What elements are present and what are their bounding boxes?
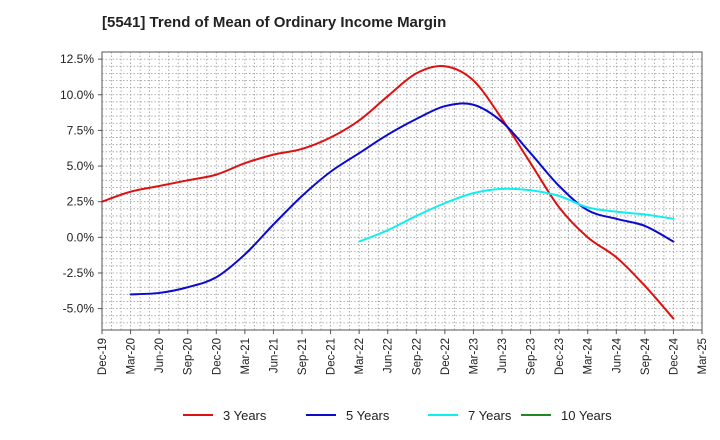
x-tick-label: Jun-24 (611, 337, 623, 373)
series-line-3-years (101, 65, 675, 320)
x-tick-label: Mar-24 (583, 337, 595, 374)
x-tick-label: Jun-20 (154, 338, 166, 373)
y-tick-label: 7.5% (67, 123, 95, 137)
x-tick-label: Dec-24 (668, 337, 680, 375)
x-tick-label: Dec-22 (440, 338, 452, 375)
x-axis: Dec-19 Mar-20 Jun-20 Sep-20 Dec-20 Mar-21 Jun-… (97, 330, 709, 375)
series-lines (101, 65, 675, 320)
x-tick-label: Sep-24 (640, 337, 652, 375)
chart-title: [5541] Trend of Mean of Ordinary Income … (102, 14, 447, 31)
legend: 3 Years 5 Years 7 Years 10 Years (183, 408, 612, 423)
plot-frame (101, 51, 703, 331)
y-tick-label: -5.0% (63, 302, 95, 316)
grid (102, 52, 702, 330)
x-tick-label: Jun-23 (497, 338, 509, 373)
x-tick-label: Dec-20 (211, 338, 223, 375)
y-tick-label: 2.5% (67, 195, 95, 209)
y-tick-label: 10.0% (60, 88, 94, 102)
x-tick-label: Jun-21 (268, 338, 280, 373)
x-tick-label: Dec-23 (554, 338, 566, 375)
legend-label-10-years: 10 Years (561, 408, 612, 423)
x-tick-label: Jun-22 (383, 338, 395, 373)
x-tick-label: Mar-20 (126, 338, 138, 374)
x-tick-label: Mar-21 (240, 338, 252, 374)
x-tick-label: Sep-23 (526, 338, 538, 375)
legend-label-5-years: 5 Years (346, 408, 390, 423)
y-axis: 12.5% 10.0% 7.5% 5.0% 2.5% 0.0% -2.5% -5.0% (60, 52, 102, 316)
series-line-7-years (358, 187, 675, 243)
y-tick-label: -2.5% (63, 266, 95, 280)
x-tick-label: Sep-22 (411, 338, 423, 375)
y-tick-label: 0.0% (67, 230, 95, 244)
x-tick-label: Dec-21 (326, 338, 338, 375)
x-tick-label: Dec-19 (97, 338, 109, 375)
series-line-5-years (129, 102, 675, 296)
y-tick-label: 5.0% (67, 159, 95, 173)
x-tick-label: Mar-22 (354, 338, 366, 374)
x-tick-label: Sep-21 (297, 338, 309, 375)
y-tick-label: 12.5% (60, 52, 94, 66)
x-tick-label: Mar-23 (468, 338, 480, 374)
x-tick-label: Sep-20 (183, 338, 195, 375)
legend-label-7-years: 7 Years (468, 408, 512, 423)
legend-label-3-years: 3 Years (223, 408, 267, 423)
x-tick-label: Mar-25 (697, 338, 709, 374)
